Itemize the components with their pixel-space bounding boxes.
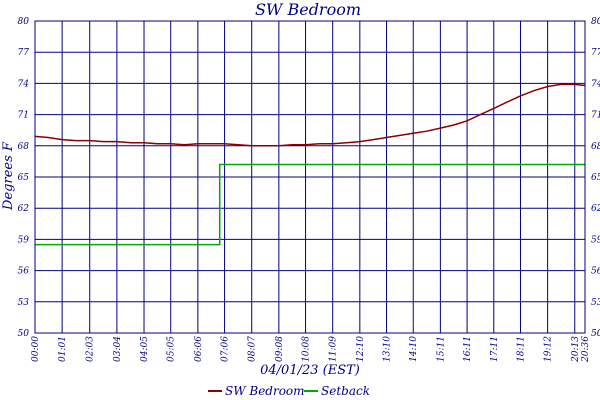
y-tick-label-right: 50 [591, 329, 600, 339]
y-tick-label-left: 80 [18, 17, 30, 27]
y-tick-label-right: 65 [591, 173, 600, 183]
y-tick-label-left: 71 [18, 111, 29, 121]
x-tick-label: 16:11 [463, 336, 473, 362]
legend-label-sw-bedroom: SW Bedroom [225, 384, 305, 398]
x-tick-label: 14:10 [409, 336, 419, 362]
x-tick-label: 17:11 [490, 336, 500, 362]
y-tick-label-right: 80 [591, 17, 600, 27]
y-tick-label-right: 56 [591, 267, 600, 277]
x-tick-label: 10:08 [302, 336, 312, 362]
x-ticks: 00:00 01:01 02:03 03:04 04:05 05:05 06:06 07:06… [31, 336, 591, 363]
x-tick-label: 04:05 [140, 336, 150, 362]
x-tick-label: 08:07 [248, 336, 258, 362]
x-tick-label: 20:13 [571, 336, 581, 363]
x-tick-label: 09:08 [275, 336, 285, 362]
x-tick-label: 20:36 [581, 336, 591, 363]
x-tick-label: 06:06 [194, 336, 204, 362]
x-tick-label: 19:12 [544, 336, 554, 362]
x-tick-label: 13:10 [383, 336, 393, 362]
x-tick-label: 05:05 [167, 336, 177, 362]
y-tick-label-left: 68 [18, 142, 30, 152]
y-tick-label-left: 62 [18, 204, 30, 214]
x-tick-label: 02:03 [86, 336, 96, 362]
plot-frame [34, 20, 586, 334]
legend: SW Bedroom Setback [208, 384, 370, 398]
x-tick-label: 00:00 [31, 336, 41, 362]
legend-label-setback: Setback [321, 384, 370, 398]
y-tick-label-right: 74 [591, 79, 600, 89]
y-tick-label-left: 53 [18, 298, 30, 308]
y-tick-label-right: 53 [591, 298, 600, 308]
y-tick-label-left: 65 [18, 173, 30, 183]
y-tick-label-right: 59 [591, 235, 600, 245]
grid [34, 20, 586, 334]
chart-title: SW Bedroom [255, 0, 361, 19]
y-tick-label-left: 56 [18, 267, 30, 277]
y-tick-label-right: 62 [591, 204, 600, 214]
y-axis-label: Degrees F [1, 141, 16, 211]
y-tick-label-left: 77 [18, 48, 30, 58]
y-tick-label-right: 77 [591, 48, 600, 58]
x-tick-label: 01:01 [58, 336, 68, 362]
y-tick-label-right: 71 [591, 111, 600, 121]
series-layer [34, 83, 586, 246]
series-line-setback [35, 163, 585, 246]
y-tick-label-left: 50 [18, 329, 30, 339]
x-tick-label: 07:06 [221, 336, 231, 362]
y-ticks-left: 50 53 56 59 62 65 68 71 74 77 80 [18, 17, 30, 339]
x-axis-label: 04/01/23 (EST) [260, 363, 360, 378]
x-tick-label: 11:09 [329, 336, 339, 362]
y-ticks-right: 50 53 56 59 62 65 68 71 74 77 80 [591, 17, 600, 339]
series-line-sw-bedroom [34, 83, 586, 147]
y-tick-label-right: 68 [591, 142, 600, 152]
x-tick-label: 12:10 [356, 336, 366, 362]
y-tick-label-left: 74 [18, 79, 30, 89]
x-tick-label: 15:11 [436, 336, 446, 362]
y-tick-label-left: 59 [18, 235, 30, 245]
x-tick-label: 18:11 [516, 336, 526, 362]
x-tick-label: 03:04 [113, 336, 123, 362]
